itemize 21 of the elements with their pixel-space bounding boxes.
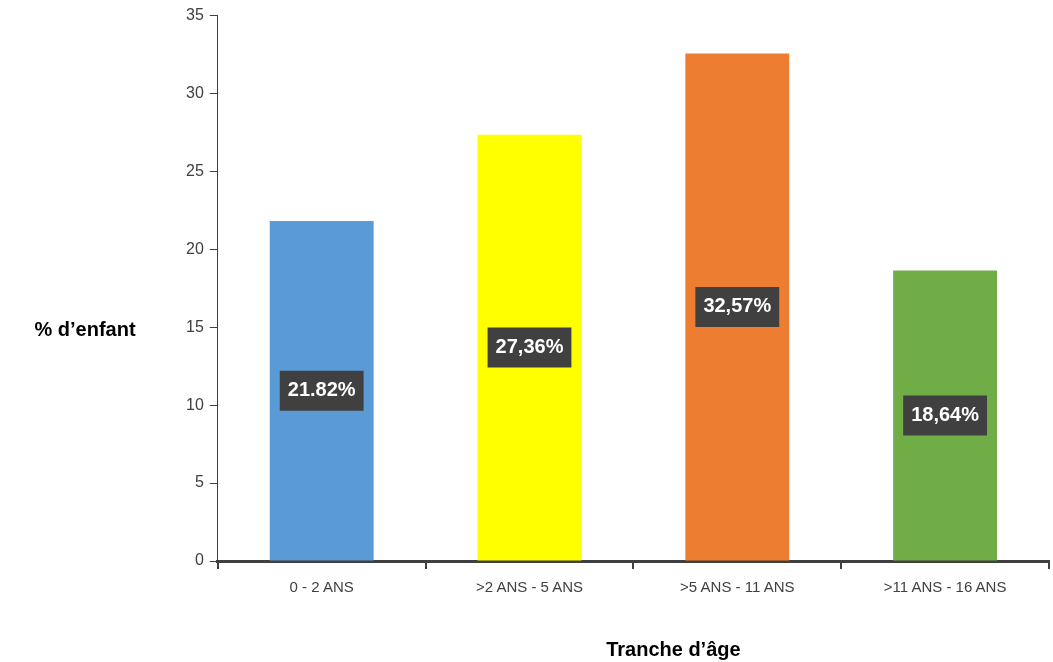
y-tick-label: 20 [186,239,204,257]
data-label: 21.82% [287,378,356,401]
bar [685,53,790,561]
x-tick-label: 0 - 2 ANS [289,578,354,596]
data-label: 18,64% [911,403,980,426]
data-label: 27,36% [495,335,564,358]
y-tick-label: 25 [186,161,204,179]
x-axis-title: Tranche d’âge [606,637,741,660]
y-tick-label: 10 [186,395,204,413]
x-tick-label: >11 ANS - 16 ANS [883,578,1007,596]
y-tick-label: 5 [194,473,204,491]
bar [477,134,582,561]
x-tick-label: >5 ANS - 11 ANS [680,578,795,596]
y-tick-label: 30 [186,83,204,101]
y-tick-label: 15 [186,317,204,335]
x-tick-label: >2 ANS - 5 ANS [475,578,584,596]
y-tick-label: 0 [194,551,204,569]
y-tick-label: 35 [186,6,204,24]
data-label: 32,57% [703,294,772,317]
bar [269,220,374,561]
y-axis-title: % d’enfant [34,317,136,340]
